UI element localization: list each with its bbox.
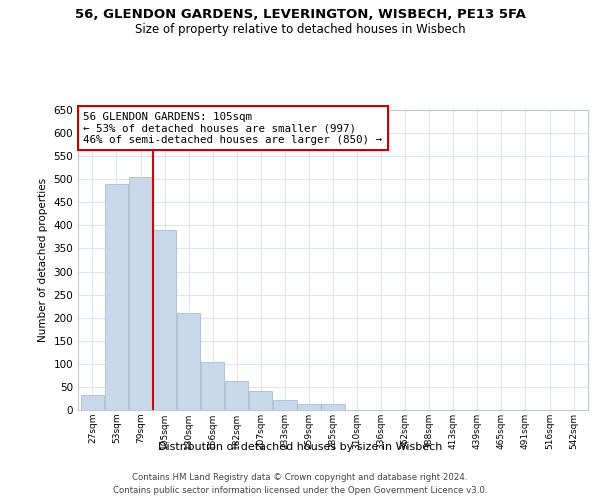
Bar	[249, 391, 272, 410]
Bar	[225, 382, 248, 410]
Text: Contains public sector information licensed under the Open Government Licence v3: Contains public sector information licen…	[113, 486, 487, 495]
Bar	[322, 404, 344, 410]
Bar	[201, 362, 224, 410]
Y-axis label: Number of detached properties: Number of detached properties	[38, 178, 48, 342]
Bar	[105, 184, 128, 410]
Bar	[273, 400, 296, 410]
Bar	[177, 313, 200, 410]
Text: 56, GLENDON GARDENS, LEVERINGTON, WISBECH, PE13 5FA: 56, GLENDON GARDENS, LEVERINGTON, WISBEC…	[74, 8, 526, 20]
Bar	[129, 177, 152, 410]
Text: 56 GLENDON GARDENS: 105sqm
← 53% of detached houses are smaller (997)
46% of sem: 56 GLENDON GARDENS: 105sqm ← 53% of deta…	[83, 112, 382, 144]
Text: Distribution of detached houses by size in Wisbech: Distribution of detached houses by size …	[158, 442, 442, 452]
Bar	[81, 395, 104, 410]
Bar	[297, 404, 320, 410]
Text: Size of property relative to detached houses in Wisbech: Size of property relative to detached ho…	[134, 22, 466, 36]
Text: Contains HM Land Registry data © Crown copyright and database right 2024.: Contains HM Land Registry data © Crown c…	[132, 472, 468, 482]
Bar	[153, 230, 176, 410]
